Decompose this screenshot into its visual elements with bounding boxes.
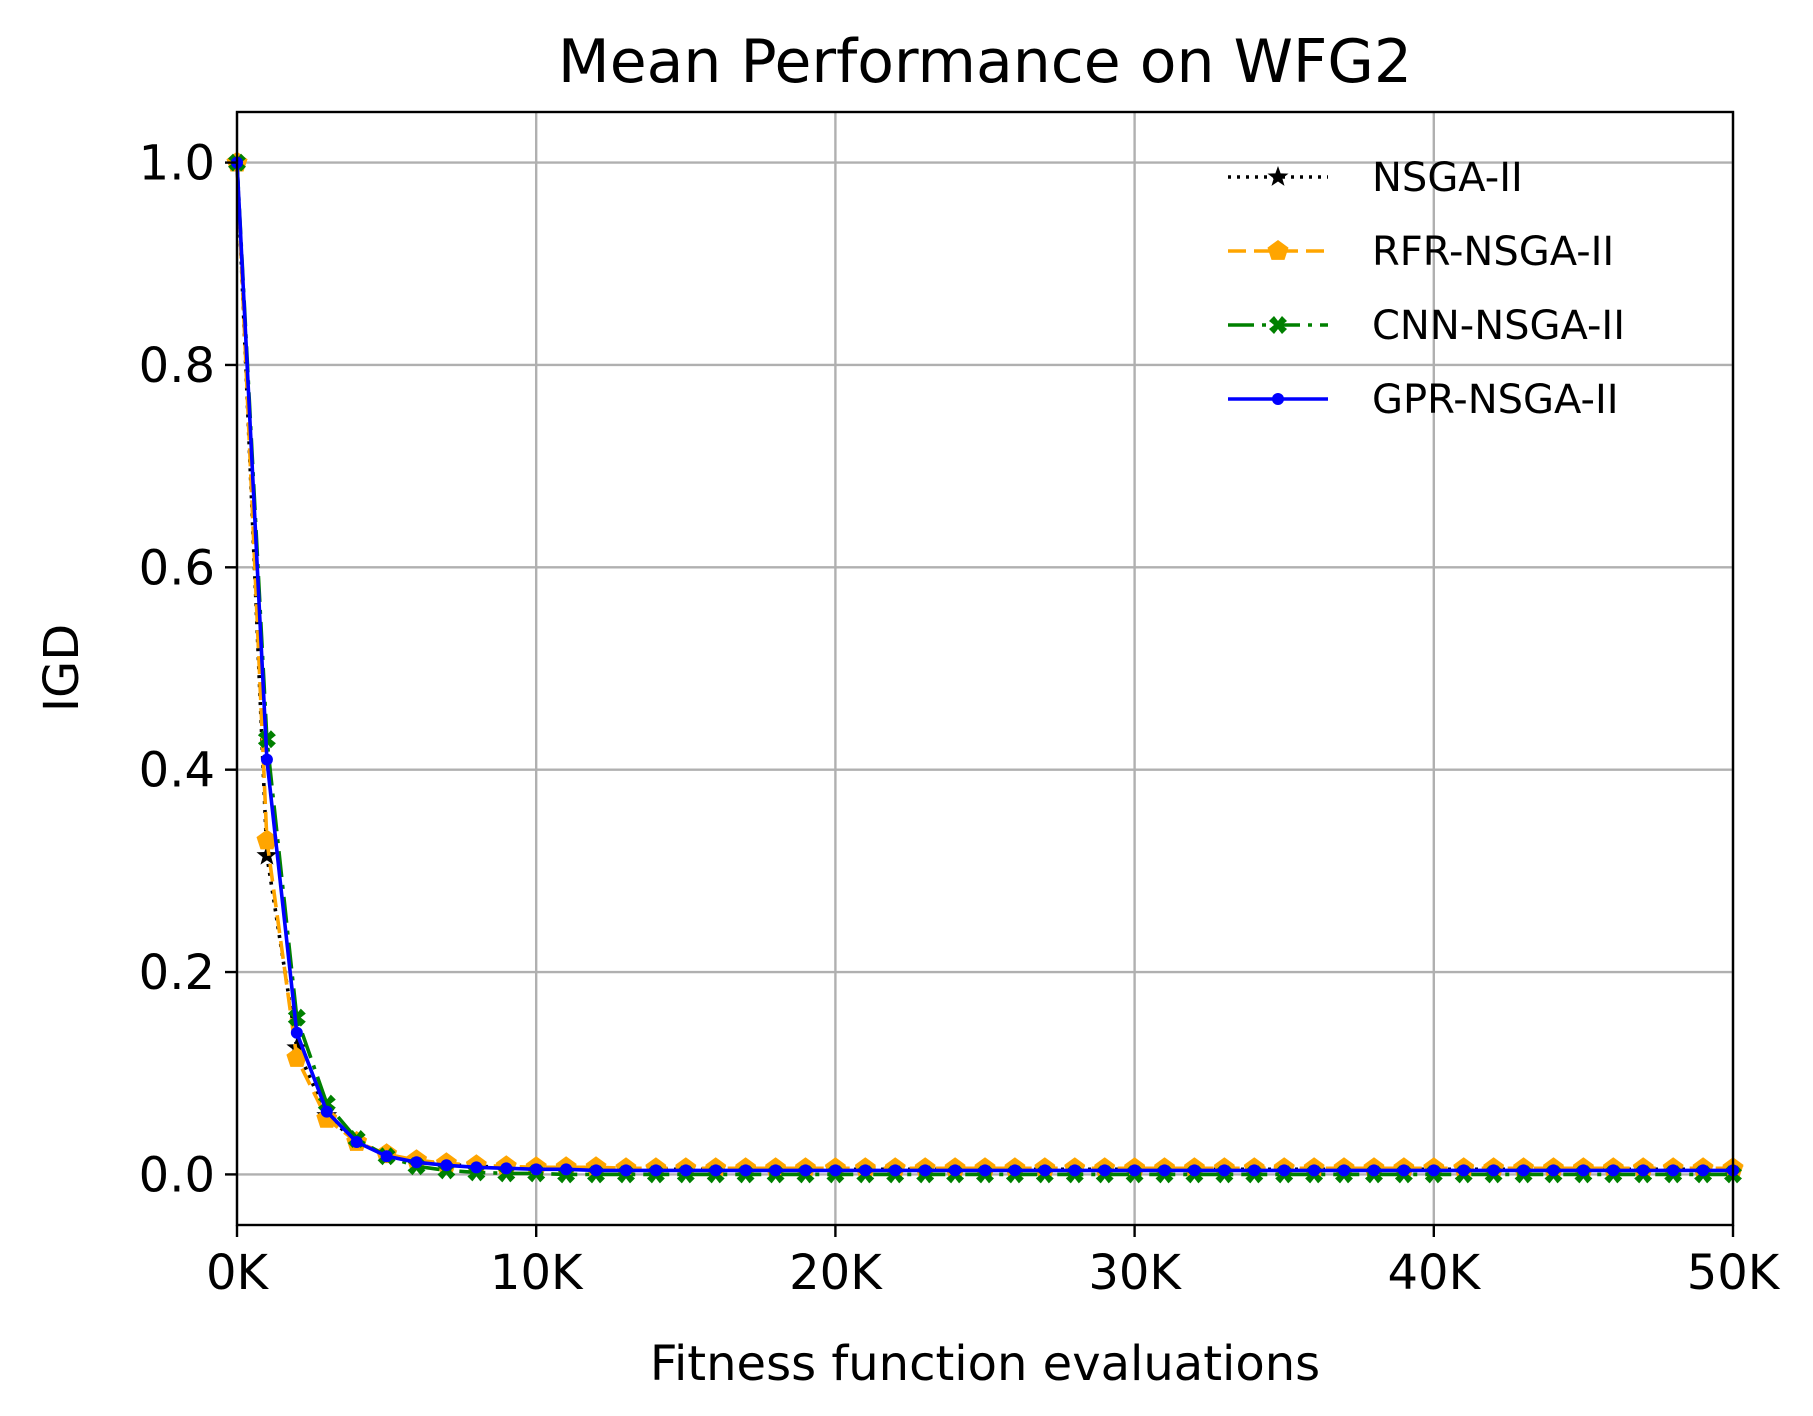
data-point-gpr-nsga-ii: [1457, 1164, 1470, 1177]
data-point-gpr-nsga-ii: [1338, 1164, 1351, 1177]
data-point-rfr-nsga-ii: [286, 1047, 308, 1067]
series-line-rfr-nsga-ii: [235, 162, 1733, 1171]
y-axis-label: IGD: [34, 624, 90, 712]
data-point-gpr-nsga-ii: [530, 1163, 543, 1176]
y-tick-label: 0.8: [139, 338, 215, 394]
series-layer: [226, 151, 1744, 1184]
data-point-gpr-nsga-ii: [1547, 1164, 1560, 1177]
data-point-gpr-nsga-ii: [410, 1156, 423, 1169]
data-point-gpr-nsga-ii: [1038, 1164, 1051, 1177]
x-tick-label: 20K: [789, 1245, 883, 1301]
data-point-gpr-nsga-ii: [1697, 1164, 1710, 1177]
legend-label: CNN-NSGA-II: [1372, 303, 1625, 349]
chart-title: Mean Performance on WFG2: [558, 27, 1412, 97]
data-point-gpr-nsga-ii: [799, 1164, 812, 1177]
data-point-gpr-nsga-ii: [889, 1164, 902, 1177]
data-point-gpr-nsga-ii: [769, 1164, 782, 1177]
x-tick-label: 30K: [1088, 1245, 1182, 1301]
data-point-gpr-nsga-ii: [1577, 1164, 1590, 1177]
data-point-gpr-nsga-ii: [1278, 1164, 1291, 1177]
data-point-gpr-nsga-ii: [350, 1136, 363, 1149]
data-point-gpr-nsga-ii: [1248, 1164, 1261, 1177]
y-tick-label: 0.6: [139, 540, 215, 596]
data-point-nsga-ii: [256, 844, 278, 865]
y-tick-label: 0.2: [139, 945, 215, 1001]
legend-label: NSGA-II: [1372, 155, 1523, 201]
data-point-gpr-nsga-ii: [1098, 1164, 1111, 1177]
legend-marker: [1267, 240, 1289, 260]
legend-label: RFR-NSGA-II: [1372, 229, 1614, 275]
legend: NSGA-II RFR-NSGA-II CNN-NSGA-II GPR-NSGA-II: [1228, 155, 1625, 423]
legend-label: GPR-NSGA-II: [1372, 377, 1619, 423]
y-tick-label: 0.0: [139, 1147, 215, 1203]
data-point-gpr-nsga-ii: [1188, 1164, 1201, 1177]
legend-item-nsga-ii: NSGA-II: [1228, 155, 1523, 201]
data-point-gpr-nsga-ii: [380, 1150, 393, 1163]
data-point-gpr-nsga-ii: [739, 1164, 752, 1177]
data-point-gpr-nsga-ii: [1637, 1164, 1650, 1177]
data-point-gpr-nsga-ii: [679, 1164, 692, 1177]
plot-frame: [235, 110, 1735, 1227]
data-point-gpr-nsga-ii: [1008, 1164, 1021, 1177]
x-axis-label: Fitness function evaluations: [650, 1336, 1320, 1392]
data-point-gpr-nsga-ii: [1068, 1164, 1081, 1177]
data-point-gpr-nsga-ii: [1607, 1164, 1620, 1177]
data-point-gpr-nsga-ii: [1517, 1164, 1530, 1177]
legend-item-gpr-nsga-ii: GPR-NSGA-II: [1228, 377, 1619, 423]
data-point-gpr-nsga-ii: [1128, 1164, 1141, 1177]
data-point-gpr-nsga-ii: [560, 1163, 573, 1176]
data-point-gpr-nsga-ii: [440, 1159, 453, 1172]
data-point-gpr-nsga-ii: [590, 1164, 603, 1177]
data-point-gpr-nsga-ii: [1487, 1164, 1500, 1177]
data-point-gpr-nsga-ii: [619, 1164, 632, 1177]
data-point-gpr-nsga-ii: [829, 1164, 842, 1177]
legend-item-rfr-nsga-ii: RFR-NSGA-II: [1228, 229, 1614, 275]
y-tick-label: 0.4: [139, 743, 215, 799]
legend-marker: [1267, 166, 1289, 186]
data-point-gpr-nsga-ii: [709, 1164, 722, 1177]
series-gpr-nsga-ii: [231, 156, 1739, 1177]
y-tick-label: 1.0: [139, 136, 215, 192]
data-point-gpr-nsga-ii: [500, 1162, 513, 1175]
data-point-gpr-nsga-ii: [290, 1026, 303, 1039]
legend-item-cnn-nsga-ii: CNN-NSGA-II: [1228, 303, 1625, 349]
data-point-gpr-nsga-ii: [919, 1164, 932, 1177]
legend-marker: [1269, 316, 1287, 334]
data-point-gpr-nsga-ii: [1367, 1164, 1380, 1177]
x-tick-label: 40K: [1388, 1245, 1482, 1301]
data-point-gpr-nsga-ii: [1427, 1164, 1440, 1177]
x-axis: 0K 10K 20K 30K 40K 50K: [206, 1225, 1781, 1301]
data-point-gpr-nsga-ii: [260, 753, 273, 766]
legend-marker: [1272, 393, 1284, 405]
data-point-gpr-nsga-ii: [979, 1164, 991, 1177]
data-point-gpr-nsga-ii: [949, 1164, 962, 1177]
data-point-gpr-nsga-ii: [320, 1105, 333, 1118]
x-tick-label: 0K: [206, 1245, 270, 1301]
y-axis: 0.0 0.2 0.4 0.6 0.8 1.0: [139, 136, 237, 1203]
x-tick-label: 50K: [1687, 1245, 1781, 1301]
data-point-gpr-nsga-ii: [1667, 1164, 1680, 1177]
data-point-gpr-nsga-ii: [1218, 1164, 1231, 1177]
data-point-gpr-nsga-ii: [649, 1164, 662, 1177]
x-tick-label: 10K: [490, 1245, 584, 1301]
data-point-gpr-nsga-ii: [1308, 1164, 1321, 1177]
data-point-gpr-nsga-ii: [470, 1161, 483, 1174]
data-point-gpr-nsga-ii: [1397, 1164, 1410, 1177]
data-point-rfr-nsga-ii: [256, 829, 278, 850]
data-point-gpr-nsga-ii: [859, 1164, 872, 1177]
data-point-gpr-nsga-ii: [1158, 1164, 1171, 1177]
